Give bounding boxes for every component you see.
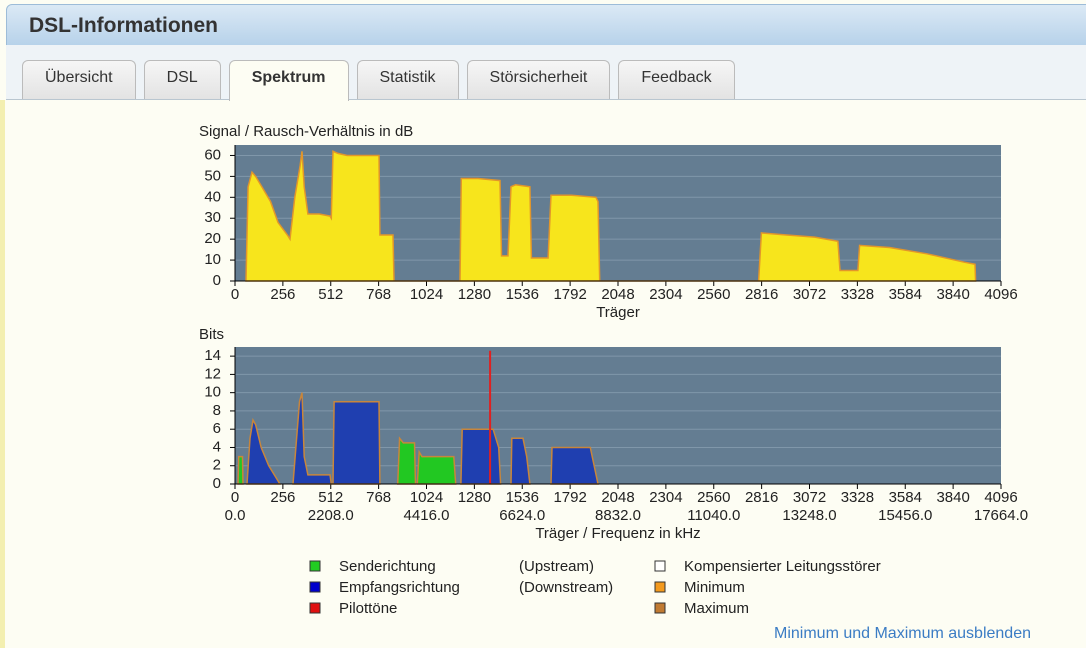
x-tick-label: 2048 bbox=[601, 489, 634, 506]
y-tick-label: 14 bbox=[204, 347, 221, 364]
legend-label: Empfangsrichtung bbox=[339, 579, 460, 596]
legend-note: (Downstream) bbox=[519, 579, 613, 596]
legend-label: Maximum bbox=[684, 600, 749, 617]
legend-swatch bbox=[309, 581, 321, 593]
y-tick-label: 12 bbox=[204, 365, 221, 382]
x2-tick-label: 13248.0 bbox=[782, 507, 836, 524]
y-tick-label: 50 bbox=[204, 167, 221, 184]
legend-swatch bbox=[654, 602, 666, 614]
y-tick-label: 4 bbox=[213, 438, 221, 455]
x-tick-label: 256 bbox=[270, 286, 295, 303]
left-border bbox=[0, 100, 5, 648]
y-tick-label: 40 bbox=[204, 188, 221, 205]
y-tick-label: 6 bbox=[213, 420, 221, 437]
tab[interactable]: Störsicherheit bbox=[466, 60, 611, 99]
x2-tick-label: 6624.0 bbox=[499, 507, 545, 524]
tab[interactable]: Spektrum bbox=[228, 60, 349, 101]
tab[interactable]: Übersicht bbox=[22, 60, 136, 99]
y-tick-label: 0 bbox=[213, 272, 221, 289]
x-tick-label: 2560 bbox=[697, 489, 730, 506]
x2-tick-label: 17664.0 bbox=[974, 507, 1028, 524]
y-tick-label: 8 bbox=[213, 402, 221, 419]
y-tick-label: 10 bbox=[204, 384, 221, 401]
x2-tick-label: 0.0 bbox=[225, 507, 246, 524]
x-tick-label: 3072 bbox=[793, 489, 826, 506]
x-tick-label: 3328 bbox=[841, 489, 874, 506]
legend-swatch bbox=[654, 581, 666, 593]
x-tick-label: 3328 bbox=[841, 286, 874, 303]
x-tick-label: 512 bbox=[318, 286, 343, 303]
chart-title: Signal / Rausch-Verhältnis in dB bbox=[199, 123, 413, 140]
x2-tick-label: 2208.0 bbox=[308, 507, 354, 524]
x-tick-label: 1280 bbox=[458, 489, 491, 506]
area bbox=[246, 392, 599, 485]
x-tick-label: 1792 bbox=[553, 489, 586, 506]
y-tick-label: 30 bbox=[204, 209, 221, 226]
x-tick-label: 2304 bbox=[649, 286, 682, 303]
x-tick-label: 4096 bbox=[984, 489, 1017, 506]
legend-label: Senderichtung bbox=[339, 558, 436, 575]
y-tick-label: 60 bbox=[204, 146, 221, 163]
x-tick-label: 0 bbox=[231, 286, 239, 303]
x2-tick-label: 15456.0 bbox=[878, 507, 932, 524]
y-tick-label: 10 bbox=[204, 251, 221, 268]
y-tick-label: 20 bbox=[204, 230, 221, 247]
x-tick-label: 768 bbox=[366, 286, 391, 303]
x-tick-label: 3072 bbox=[793, 286, 826, 303]
tab[interactable]: Feedback bbox=[618, 60, 735, 99]
x-tick-label: 1280 bbox=[458, 286, 491, 303]
x-tick-label: 1024 bbox=[410, 286, 443, 303]
x-tick-label: 2816 bbox=[745, 286, 778, 303]
x-tick-label: 3840 bbox=[936, 489, 969, 506]
y-tick-label: 2 bbox=[213, 457, 221, 474]
x-tick-label: 1536 bbox=[506, 286, 539, 303]
x-tick-label: 2304 bbox=[649, 489, 682, 506]
tab[interactable]: Statistik bbox=[356, 60, 459, 99]
x-tick-label: 0 bbox=[231, 489, 239, 506]
x-tick-label: 2816 bbox=[745, 489, 778, 506]
x-axis-label: Träger bbox=[596, 304, 640, 321]
x-tick-label: 2560 bbox=[697, 286, 730, 303]
x-tick-label: 1792 bbox=[553, 286, 586, 303]
chart-title: Bits bbox=[199, 326, 224, 343]
toggle-link[interactable]: Minimum und Maximum ausblenden bbox=[774, 625, 1031, 642]
x-tick-label: 1024 bbox=[410, 489, 443, 506]
area bbox=[245, 150, 977, 282]
x-tick-label: 256 bbox=[270, 489, 295, 506]
y-tick-label: 0 bbox=[213, 475, 221, 492]
x-tick-label: 3584 bbox=[889, 286, 922, 303]
legend-label: Kompensierter Leitungsstörer bbox=[684, 558, 881, 575]
x-tick-label: 2048 bbox=[601, 286, 634, 303]
header-title: DSL-Informationen bbox=[29, 14, 218, 37]
x2-tick-label: 11040.0 bbox=[687, 507, 740, 524]
x-axis-label: Träger / Frequenz in kHz bbox=[535, 525, 700, 542]
x-tick-label: 4096 bbox=[984, 286, 1017, 303]
legend-swatch bbox=[654, 560, 666, 572]
x-tick-label: 512 bbox=[318, 489, 343, 506]
header: DSL-Informationen bbox=[6, 4, 1086, 46]
legend-swatch bbox=[309, 602, 321, 614]
legend-note: (Upstream) bbox=[519, 558, 594, 575]
legend-label: Pilottöne bbox=[339, 600, 397, 617]
tab[interactable]: DSL bbox=[143, 60, 221, 99]
legend-label: Minimum bbox=[684, 579, 745, 596]
tabs: Übersicht DSL Spektrum Statistik Störsicherh… bbox=[22, 60, 735, 101]
x2-tick-label: 4416.0 bbox=[404, 507, 450, 524]
x-tick-label: 768 bbox=[366, 489, 391, 506]
x-tick-label: 1536 bbox=[506, 489, 539, 506]
x-tick-label: 3840 bbox=[936, 286, 969, 303]
x2-tick-label: 8832.0 bbox=[595, 507, 641, 524]
x-tick-label: 3584 bbox=[889, 489, 922, 506]
legend-swatch bbox=[309, 560, 321, 572]
